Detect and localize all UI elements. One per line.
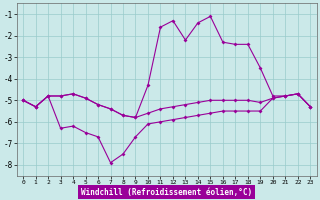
X-axis label: Windchill (Refroidissement éolien,°C): Windchill (Refroidissement éolien,°C) [81, 188, 252, 197]
